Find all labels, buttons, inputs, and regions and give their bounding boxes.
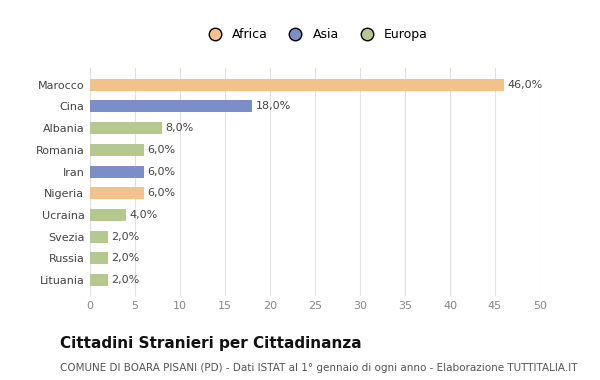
Bar xyxy=(90,252,108,264)
Bar xyxy=(90,209,126,221)
Text: 2,0%: 2,0% xyxy=(112,232,140,242)
Bar xyxy=(90,187,144,199)
Bar xyxy=(90,122,162,134)
Bar xyxy=(90,144,144,156)
Text: 2,0%: 2,0% xyxy=(112,253,140,263)
Legend: Africa, Asia, Europa: Africa, Asia, Europa xyxy=(198,24,432,45)
Text: 6,0%: 6,0% xyxy=(148,166,176,177)
Text: 18,0%: 18,0% xyxy=(256,101,291,111)
Bar xyxy=(90,100,252,112)
Text: COMUNE DI BOARA PISANI (PD) - Dati ISTAT al 1° gennaio di ogni anno - Elaborazio: COMUNE DI BOARA PISANI (PD) - Dati ISTAT… xyxy=(60,363,577,373)
Text: 2,0%: 2,0% xyxy=(112,275,140,285)
Text: 6,0%: 6,0% xyxy=(148,145,176,155)
Text: Cittadini Stranieri per Cittadinanza: Cittadini Stranieri per Cittadinanza xyxy=(60,336,362,351)
Bar xyxy=(90,231,108,242)
Bar xyxy=(90,79,504,91)
Text: 8,0%: 8,0% xyxy=(166,123,194,133)
Text: 46,0%: 46,0% xyxy=(508,80,543,90)
Text: 6,0%: 6,0% xyxy=(148,188,176,198)
Bar xyxy=(90,166,144,177)
Bar xyxy=(90,274,108,286)
Text: 4,0%: 4,0% xyxy=(130,210,158,220)
